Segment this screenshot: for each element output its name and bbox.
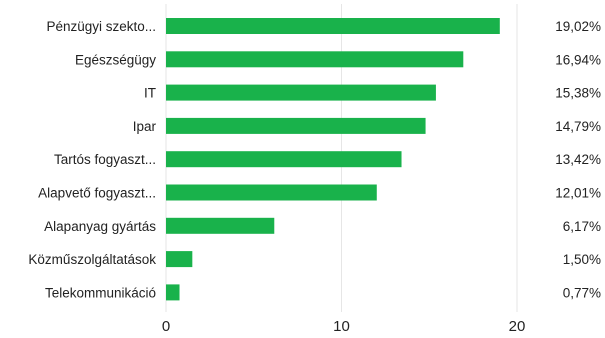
value-label: 12,01% [555, 186, 601, 201]
value-label: 6,17% [563, 219, 601, 234]
category-label: Alapanyag gyártás [44, 219, 156, 234]
category-label-layer: Pénzügyi szekto... Egészségügy IT Ipar Tartó… [28, 19, 156, 300]
bar[interactable] [166, 51, 464, 68]
bar[interactable] [166, 184, 377, 201]
category-label: Alapvető fogyaszt... [38, 186, 156, 201]
x-tick-label: 0 [162, 318, 170, 333]
value-label: 14,79% [555, 119, 601, 134]
value-label: 19,02% [555, 19, 601, 34]
bar[interactable] [166, 284, 180, 301]
category-label: IT [144, 86, 156, 101]
category-label: Egészségügy [75, 52, 156, 67]
x-tick-label: 20 [509, 318, 526, 333]
bar[interactable] [166, 217, 275, 234]
category-label: Telekommunikáció [45, 285, 156, 300]
bar[interactable] [166, 18, 500, 34]
value-label-layer: 19,02% 16,94% 15,38% 14,79% 13,42% 12,01% 6,17… [555, 19, 601, 300]
value-label: 0,77% [563, 285, 601, 300]
category-label: Közműszolgáltatások [28, 252, 156, 267]
x-tick-label: 10 [333, 318, 350, 333]
value-label: 15,38% [555, 86, 601, 101]
bar-layer [166, 18, 500, 301]
value-label: 16,94% [555, 52, 601, 67]
category-label: Ipar [133, 119, 157, 134]
x-tick-layer: 0 10 20 [162, 318, 526, 335]
bar[interactable] [166, 151, 402, 168]
category-label: Tartós fogyaszt... [54, 152, 156, 167]
category-label: Pénzügyi szekto... [46, 19, 156, 34]
bar[interactable] [166, 251, 193, 268]
value-label: 1,50% [563, 252, 601, 267]
bar[interactable] [166, 84, 436, 101]
value-label: 13,42% [555, 152, 601, 167]
bar[interactable] [166, 117, 426, 134]
